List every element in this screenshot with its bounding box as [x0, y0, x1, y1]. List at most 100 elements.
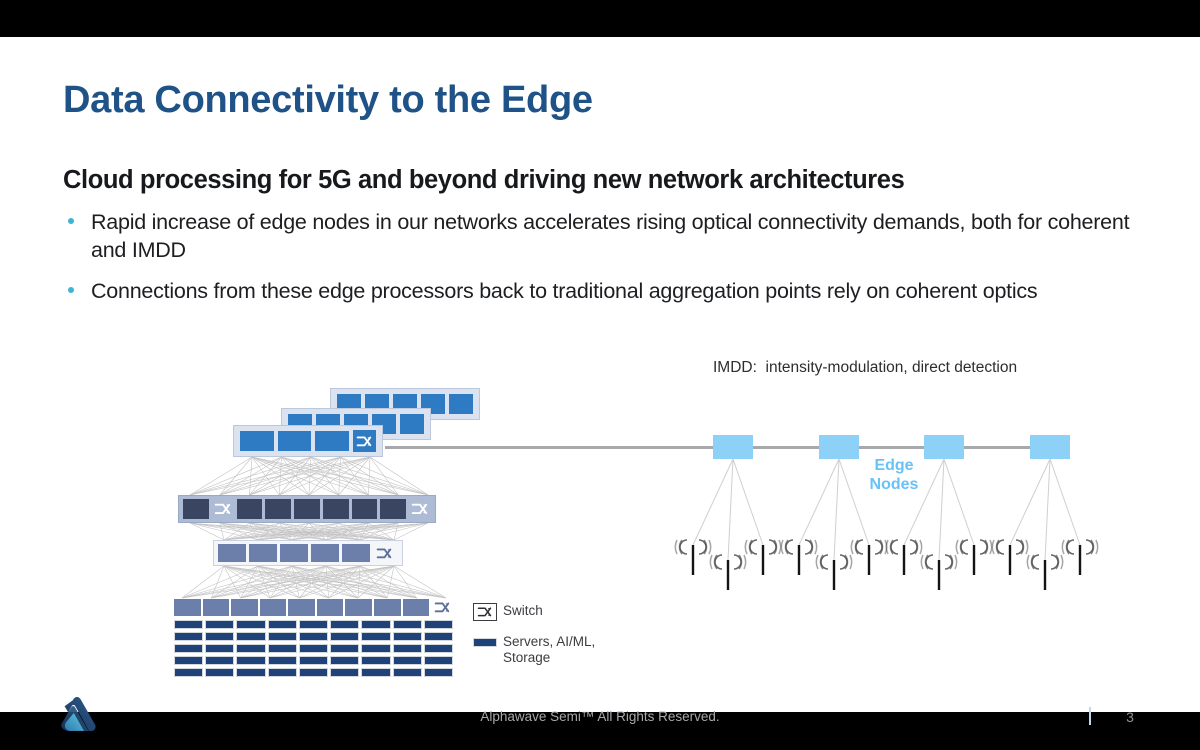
- edge-nodes-label: Edge Nodes: [869, 457, 919, 493]
- server-unit: [236, 632, 266, 641]
- server-unit: [423, 632, 453, 641]
- server-unit: [361, 620, 391, 629]
- spine-switch-block: [236, 499, 263, 519]
- server-unit: [236, 620, 266, 629]
- switch-icon: [352, 430, 376, 452]
- server-unit: [423, 620, 453, 629]
- server-unit: [330, 656, 360, 665]
- server-bar-icon: [473, 638, 497, 647]
- bullet-list: Rapid increase of edge nodes in our netw…: [63, 209, 1153, 319]
- server-unit: [361, 644, 391, 653]
- spine-switch-block: [265, 499, 292, 519]
- server-unit: [330, 644, 360, 653]
- server-unit: [423, 668, 453, 677]
- server-unit: [392, 668, 422, 677]
- spine-switch-block: [183, 499, 209, 519]
- server-unit: [205, 632, 235, 641]
- tor-block: [288, 599, 315, 616]
- server-unit: [298, 644, 329, 653]
- server-unit: [236, 656, 266, 665]
- server-unit: [298, 632, 329, 641]
- tor-block: [316, 599, 344, 616]
- imdd-definition-note: IMDD: intensity-modulation, direct detec…: [713, 359, 1018, 376]
- rack-row: [174, 632, 453, 641]
- server-unit: [174, 632, 204, 641]
- switch-icon: [431, 598, 453, 617]
- tor-block: [174, 599, 201, 616]
- leaf-switch-block: [400, 414, 424, 434]
- server-unit: [267, 620, 297, 629]
- tor-block: [259, 599, 287, 616]
- list-item: Connections from these edge processors b…: [63, 278, 1153, 306]
- top-of-rack-row: [174, 598, 453, 617]
- page-number: 3: [1126, 709, 1134, 725]
- server-unit: [298, 668, 329, 677]
- aggregation-block: [342, 544, 370, 562]
- server-unit: [174, 656, 204, 665]
- spine-switch-block: [351, 499, 378, 519]
- tor-block: [345, 599, 372, 616]
- server-unit: [361, 632, 391, 641]
- alphawave-logo: [61, 697, 96, 731]
- footer-copyright: Alphawave Semi™ All Rights Reserved.: [480, 709, 720, 724]
- edge-node: [819, 435, 859, 459]
- server-unit: [423, 656, 453, 665]
- spine-switch-block: [294, 499, 320, 519]
- leaf-switch-block: [277, 431, 312, 451]
- legend-item-switch: Switch: [473, 603, 595, 621]
- tor-block: [402, 599, 430, 616]
- leaf-switch-block: [240, 431, 274, 451]
- server-unit: [205, 656, 235, 665]
- server-unit: [392, 620, 422, 629]
- diagram-legend: Switch Servers, AI/ML, Storage: [473, 603, 595, 680]
- server-unit: [423, 644, 453, 653]
- rack-row: [174, 656, 453, 665]
- spine-switch-row: [178, 495, 436, 523]
- server-unit: [205, 668, 235, 677]
- aggregation-block: [218, 544, 246, 562]
- server-unit: [267, 656, 297, 665]
- server-unit: [174, 644, 204, 653]
- edge-node: [1030, 435, 1070, 459]
- switch-icon: [373, 543, 395, 563]
- switch-icon: [212, 498, 234, 520]
- list-item: Rapid increase of edge nodes in our netw…: [63, 209, 1153, 265]
- footer-divider: [1089, 707, 1091, 725]
- switch-icon: [473, 603, 497, 621]
- aggregation-block: [249, 544, 277, 562]
- tor-block: [202, 599, 230, 616]
- legend-label: Switch: [503, 603, 543, 618]
- page-title: Data Connectivity to the Edge: [63, 79, 593, 121]
- aggregation-block: [311, 544, 339, 562]
- spine-switch-block: [380, 499, 407, 519]
- server-unit: [392, 644, 422, 653]
- server-rack-grid: [174, 620, 453, 680]
- aggregation-block: [280, 544, 308, 562]
- bullet-text: Connections from these edge processors b…: [91, 278, 1038, 303]
- server-unit: [236, 644, 266, 653]
- leaf-switch-panel: [233, 425, 383, 457]
- leaf-switch-block: [449, 394, 473, 414]
- bullet-dot-icon: [68, 286, 74, 293]
- bullet-text: Rapid increase of edge nodes in our netw…: [91, 210, 1130, 262]
- leaf-switch-block: [315, 431, 349, 451]
- edge-node: [924, 435, 964, 459]
- rack-row: [174, 620, 453, 629]
- server-unit: [267, 668, 297, 677]
- server-unit: [236, 668, 266, 677]
- legend-item-servers: Servers, AI/ML, Storage: [473, 634, 595, 667]
- server-unit: [298, 620, 329, 629]
- server-unit: [205, 644, 235, 653]
- legend-label: Servers, AI/ML, Storage: [503, 634, 596, 666]
- slide-canvas: Data Connectivity to the Edge Cloud proc…: [0, 37, 1200, 731]
- rack-row: [174, 644, 453, 653]
- server-unit: [267, 644, 297, 653]
- server-unit: [361, 656, 391, 665]
- server-unit: [392, 632, 422, 641]
- server-unit: [205, 620, 235, 629]
- page-subtitle: Cloud processing for 5G and beyond drivi…: [63, 166, 905, 194]
- server-unit: [392, 656, 422, 665]
- network-architecture-diagram: Edge Nodes: [0, 37, 1200, 712]
- server-unit: [330, 668, 360, 677]
